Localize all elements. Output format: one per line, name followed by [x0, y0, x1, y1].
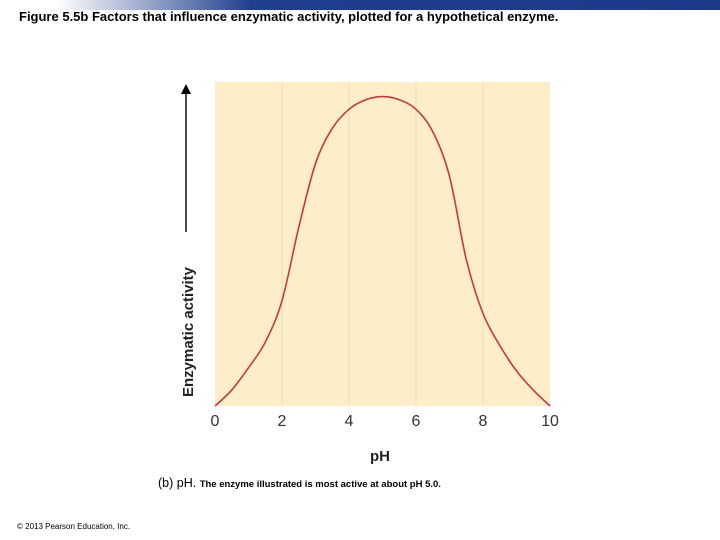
plot-background: [215, 82, 550, 406]
x-tick-label: 4: [345, 413, 354, 430]
y-axis-label: Enzymatic activity: [180, 266, 197, 397]
x-tick-label: 0: [211, 413, 220, 430]
x-tick-label: 8: [479, 413, 488, 430]
header-bar: [0, 0, 720, 10]
activity-curve: [214, 95, 551, 407]
caption-label: (b) pH.: [158, 476, 197, 490]
caption-text: The enzyme illustrated is most active at…: [199, 479, 441, 490]
x-tick-labels: 0 2 4 6 8 10: [211, 413, 559, 430]
x-tick-label: 6: [412, 413, 421, 430]
copyright-notice: © 2013 Pearson Education, Inc.: [17, 522, 131, 531]
x-axis-label: pH: [370, 448, 390, 465]
gridlines: [281, 82, 484, 406]
figure-title: Figure 5.5b Factors that influence enzym…: [19, 9, 559, 24]
x-tick-label: 2: [278, 413, 287, 430]
arrow-up-icon: [181, 84, 191, 94]
x-tick-label: 10: [541, 413, 559, 430]
figure-caption: (b) pH. The enzyme illustrated is most a…: [158, 476, 441, 490]
